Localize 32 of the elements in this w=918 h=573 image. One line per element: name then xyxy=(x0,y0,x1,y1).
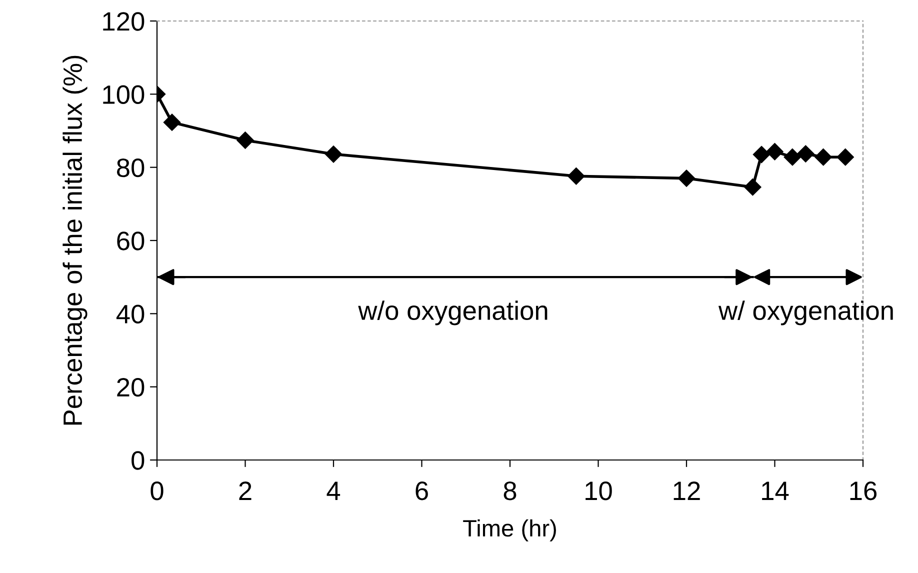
y-axis-title: Percentage of the initial flux (%) xyxy=(62,56,88,425)
point xyxy=(814,148,832,166)
point xyxy=(836,148,854,166)
y-tick-label: 60 xyxy=(117,232,144,250)
x-tick-label: 6 xyxy=(416,482,428,500)
y-tick-label: 0 xyxy=(132,451,144,470)
x-tick-label: 14 xyxy=(762,482,789,500)
x-tick-label: 0 xyxy=(150,482,164,500)
x-tick-label: 8 xyxy=(504,482,516,500)
y-tick-label: 40 xyxy=(116,304,144,324)
point xyxy=(744,178,762,196)
point xyxy=(324,146,342,163)
y-tick-label: 120 xyxy=(103,12,144,31)
x-tick-label: 12 xyxy=(674,482,700,500)
point xyxy=(766,143,784,160)
point xyxy=(752,146,770,164)
x-tick-label: 4 xyxy=(326,482,340,500)
point xyxy=(797,145,814,162)
x-tick-label: 10 xyxy=(586,482,612,500)
annotation: w/o oxygenation xyxy=(358,300,548,326)
point xyxy=(568,168,585,185)
point xyxy=(784,148,801,166)
x-tick-label: 2 xyxy=(239,482,252,500)
x-axis-title: Time (hr) xyxy=(463,519,556,542)
y-tick-label: 80 xyxy=(116,158,144,178)
point xyxy=(236,132,254,149)
point xyxy=(163,114,181,131)
point xyxy=(678,170,696,187)
y-tick-label: 100 xyxy=(103,85,144,104)
annotation: w/ oxygenation xyxy=(718,300,893,326)
x-tick-label: 16 xyxy=(850,482,877,500)
y-tick-label: 20 xyxy=(117,378,144,397)
